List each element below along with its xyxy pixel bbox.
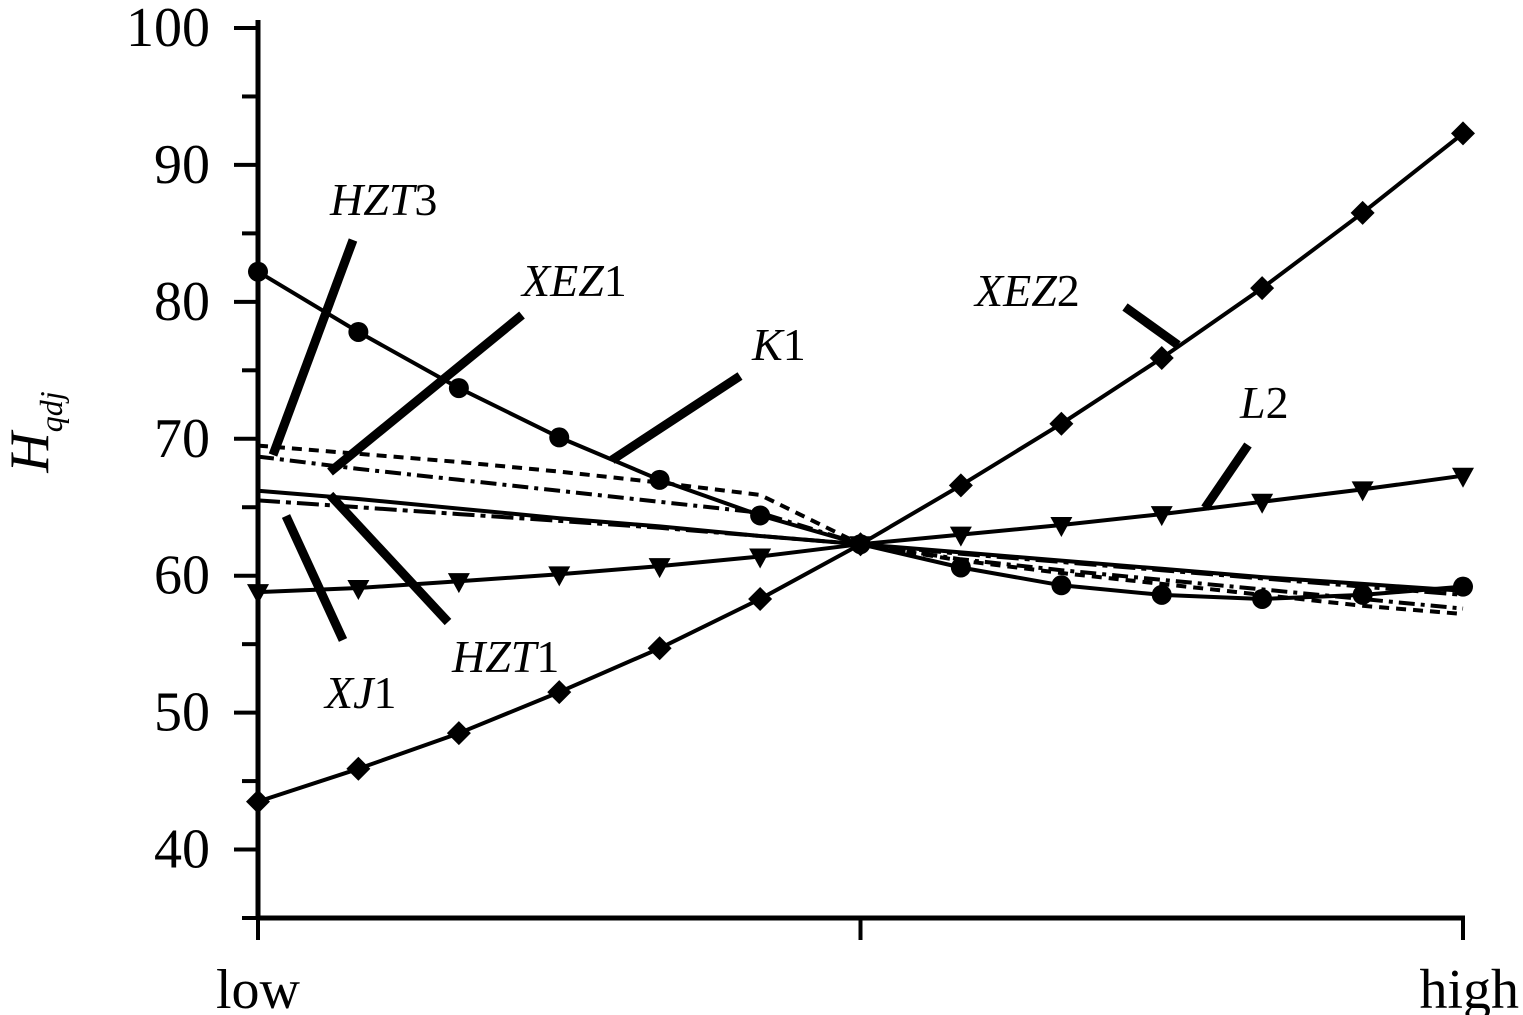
series-label-number: 1 (374, 667, 397, 718)
leader-xez1 (327, 311, 525, 476)
marker-l2 (1150, 506, 1173, 527)
marker-k1 (1151, 584, 1172, 605)
series-label-italic: HZT (329, 174, 418, 225)
series-label-italic: XEZ (520, 255, 604, 306)
series-label-k1: K1 (751, 319, 806, 370)
marker-k1 (1352, 584, 1373, 605)
y-tick-label: 80 (154, 271, 210, 333)
marker-l2 (1351, 481, 1374, 502)
marker-l2 (1050, 517, 1073, 538)
marker-xez2 (547, 680, 572, 705)
series-label-italic: L (1239, 377, 1266, 428)
series-label-number: 3 (414, 174, 437, 225)
marker-l2 (749, 548, 772, 569)
series-label-hzt3: HZT3 (329, 174, 437, 225)
marker-xez2 (748, 586, 773, 611)
y-tick-label: 50 (154, 682, 210, 744)
marker-k1 (649, 469, 670, 490)
marker-k1 (549, 427, 570, 448)
marker-xez2 (446, 721, 471, 746)
marker-xez2 (1451, 121, 1475, 146)
marker-l2 (347, 580, 370, 601)
leader-k1 (609, 372, 743, 464)
leader-hzt3 (268, 238, 358, 457)
marker-k1 (1453, 576, 1473, 597)
series-label-l2: L2 (1239, 377, 1289, 428)
axes: 40 50 60 70 80 90 100 low high (126, 0, 1519, 1015)
marker-k1 (1051, 575, 1072, 596)
series-label-italic: XJ (323, 667, 376, 718)
y-tick-label: 90 (154, 134, 210, 196)
marker-xez2 (1250, 276, 1275, 301)
leader-xj1 (281, 514, 348, 642)
marker-k1 (448, 378, 469, 399)
marker-k1 (750, 505, 771, 526)
series-label-number: 1 (604, 255, 627, 306)
series-label-italic: HZT (451, 631, 540, 682)
marker-k1 (348, 321, 369, 342)
marker-xez2 (1149, 345, 1174, 370)
marker-l2 (949, 526, 972, 547)
marker-l2 (648, 558, 671, 579)
marker-xez2 (1350, 200, 1375, 225)
series-label-hzt1: HZT1 (451, 631, 559, 682)
marker-l2 (247, 584, 269, 605)
marker-xez2 (1049, 411, 1074, 436)
marker-k1 (248, 261, 268, 282)
y-tick-label: 100 (126, 0, 210, 59)
leader-xez2 (1122, 303, 1181, 349)
leader-hzt1 (326, 491, 452, 626)
marker-l2 (1251, 493, 1274, 514)
x-tick-label: low (216, 959, 301, 1015)
marker-l2 (1452, 467, 1474, 488)
series-label-italic: XEZ (973, 265, 1057, 316)
series-label-number: 1 (536, 631, 559, 682)
series-line-xez2 (257, 131, 1465, 804)
marker-k1 (950, 557, 971, 578)
y-tick-label: 40 (154, 819, 210, 881)
marker-xez2 (346, 756, 371, 781)
x-tick-label: high (1419, 959, 1519, 1015)
marker-xez2 (246, 789, 270, 814)
series-label-italic: K (751, 319, 785, 370)
series-label-xez2: XEZ2 (973, 265, 1080, 316)
series-line-hzt3 (257, 443, 1464, 616)
markers-layer (246, 121, 1475, 814)
marker-k1 (1252, 588, 1273, 609)
series-label-number: 2 (1266, 377, 1289, 428)
series-label-number: 1 (783, 319, 806, 370)
y-tick-label: 60 (154, 545, 210, 607)
y-axis-label-subscript: qdj (33, 391, 69, 432)
series-label-xj1: XJ1 (323, 667, 397, 718)
marker-xez2 (647, 636, 672, 661)
series-label-xez1: XEZ1 (520, 255, 627, 306)
y-axis-label-main: H (0, 430, 61, 474)
y-axis-label: Hqdj (0, 391, 69, 473)
series-layer (256, 131, 1465, 804)
y-tick-label: 70 (154, 408, 210, 470)
leader-l2 (1201, 442, 1252, 511)
marker-l2 (447, 573, 470, 594)
marker-l2 (849, 536, 872, 557)
marker-l2 (548, 566, 571, 587)
marker-xez2 (948, 473, 973, 498)
series-label-number: 2 (1057, 265, 1080, 316)
series-label-leaders (268, 238, 1252, 642)
